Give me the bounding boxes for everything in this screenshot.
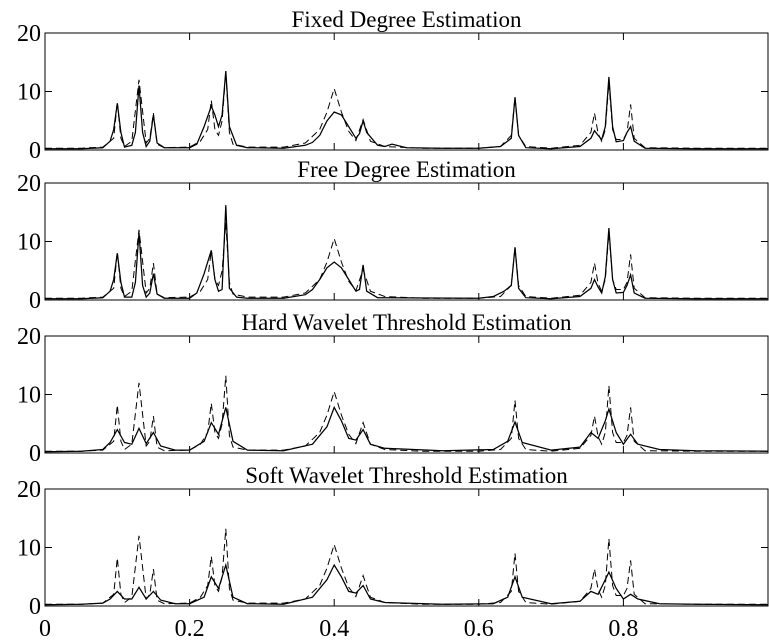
panel-3-title: Hard Wavelet Threshold Estimation	[241, 310, 572, 335]
panel-3-axes-frame	[44, 335, 769, 454]
panel-1-title: Fixed Degree Estimation	[292, 7, 522, 32]
xtick-label-0: 0	[39, 616, 51, 642]
panel-4-ytick-label-20: 20	[17, 477, 41, 503]
panel-2-ytick-label-20: 20	[17, 171, 41, 197]
panel-2-title: Free Degree Estimation	[297, 157, 516, 182]
panel-2-ytick-label-10: 10	[17, 230, 41, 256]
panel-3-estimate-line	[44, 405, 769, 453]
panel-1-true-spectrum-line	[45, 72, 768, 149]
panel-1-axes-frame	[44, 32, 769, 151]
xtick-label-0.4: 0.4	[319, 616, 349, 642]
xtick-label-0.8: 0.8	[608, 616, 638, 642]
panel-2-axes-frame	[44, 182, 769, 301]
panel-4-axes-frame	[44, 488, 769, 607]
panel-3-true-spectrum-line	[45, 375, 768, 452]
panel-1-ytick-label-10: 10	[17, 80, 41, 106]
panel-2-ytick-label-0: 0	[29, 288, 41, 314]
panel-4-estimate-line	[44, 562, 769, 606]
panel-4-ytick-label-10: 10	[17, 536, 41, 562]
panel-3-ytick-label-20: 20	[17, 324, 41, 350]
panel-1-ytick-label-20: 20	[17, 21, 41, 47]
xtick-label-0.6: 0.6	[464, 616, 494, 642]
xtick-label-0.2: 0.2	[175, 616, 205, 642]
panel-4-title: Soft Wavelet Threshold Estimation	[245, 463, 568, 488]
panel-3-ytick-label-10: 10	[17, 383, 41, 409]
panel-3-ytick-label-0: 0	[29, 441, 41, 467]
panel-2-estimate-line	[45, 205, 768, 300]
panel-1-estimate-line	[45, 70, 768, 150]
panel-1-ytick-label-0: 0	[29, 138, 41, 164]
panel-2-true-spectrum-line	[45, 222, 768, 299]
panel-4-true-spectrum-line	[45, 528, 768, 605]
panel-4-ytick-label-0: 0	[29, 594, 41, 620]
